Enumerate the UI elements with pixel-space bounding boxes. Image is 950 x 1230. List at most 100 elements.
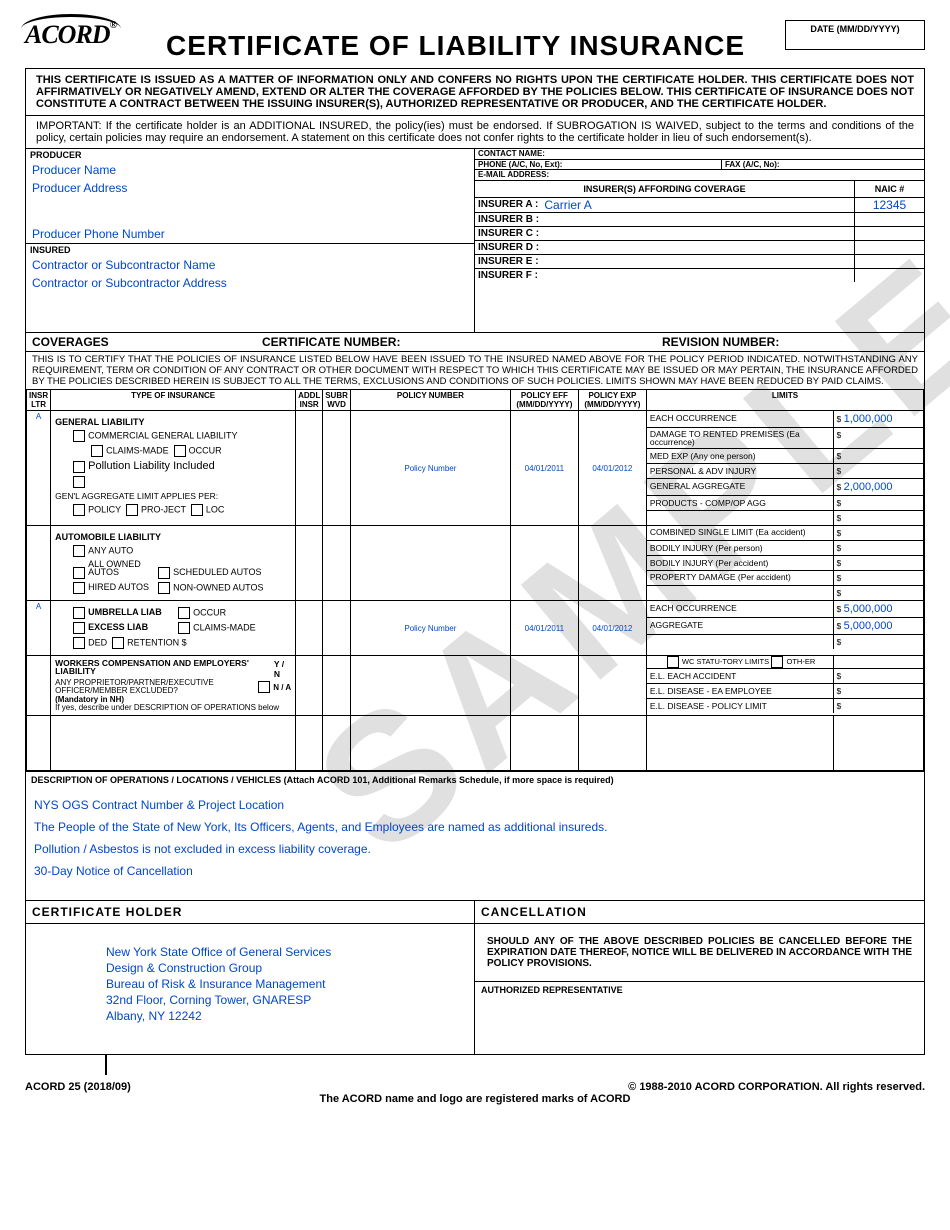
authorized-rep-label: AUTHORIZED REPRESENTATIVE — [475, 982, 924, 998]
checkbox[interactable] — [73, 582, 85, 594]
checkbox[interactable] — [73, 504, 85, 516]
wc-statu: WC STATU-TORY LIMITS — [682, 658, 769, 666]
checkbox[interactable] — [158, 567, 170, 579]
auto-sched: SCHEDULED AUTOS — [173, 567, 261, 577]
gl-title: GENERAL LIABILITY — [55, 417, 144, 427]
insurer-f-label: INSURER F : — [475, 269, 541, 282]
gl-limit-label-2: MED EXP (Any one person) — [647, 449, 833, 464]
checkbox[interactable] — [771, 656, 783, 668]
desc-line-3: 30-Day Notice of Cancellation — [34, 860, 916, 882]
insurer-a-name: Carrier A — [541, 198, 854, 212]
auto-nonowned: NON-OWNED AUTOS — [173, 582, 263, 592]
gl-project: PRO-JECT — [141, 504, 186, 514]
description-body: NYS OGS Contract Number & Project Locati… — [26, 788, 924, 901]
form-body: THIS CERTIFICATE IS ISSUED AS A MATTER O… — [25, 68, 925, 1055]
checkbox[interactable] — [158, 582, 170, 594]
wc-other: OTH-ER — [786, 658, 815, 666]
disclaimer-text: THIS CERTIFICATE IS ISSUED AS A MATTER O… — [26, 69, 924, 116]
checkbox[interactable] — [73, 607, 85, 619]
cancellation-title: CANCELLATION — [475, 901, 924, 924]
umb-exp: 04/01/2012 — [578, 601, 646, 656]
holder-address: New York State Office of General Service… — [26, 924, 474, 1054]
checkbox[interactable] — [73, 567, 85, 579]
umb-policy-number: Policy Number — [350, 601, 510, 656]
umb-limit-0: EACH OCCURRENCE — [647, 601, 833, 618]
auto-title: AUTOMOBILE LIABILITY — [55, 532, 161, 542]
certificate-holder-title: CERTIFICATE HOLDER — [26, 901, 474, 924]
gl-ltr: A — [27, 411, 51, 526]
holder-line-4: Albany, NY 12242 — [106, 1008, 434, 1024]
checkbox[interactable] — [178, 622, 190, 634]
cancellation-text: SHOULD ANY OF THE ABOVE DESCRIBED POLICI… — [475, 924, 924, 982]
email-label: E-MAIL ADDRESS: — [475, 170, 552, 180]
hdr-eff: POLICY EFF (MM/DD/YYYY) — [510, 390, 578, 411]
checkbox[interactable] — [73, 430, 85, 442]
wc-limit-2: E.L. DISEASE - POLICY LIMIT — [647, 699, 833, 714]
checkbox[interactable] — [191, 504, 203, 516]
gl-agg-label: GEN'L AGGREGATE LIMIT APPLIES PER: — [55, 491, 291, 501]
contact-name-label: CONTACT NAME: — [475, 149, 548, 159]
wc-title: WORKERS COMPENSATION AND EMPLOYERS' LIAB… — [55, 659, 274, 679]
header: ACORD® CERTIFICATE OF LIABILITY INSURANC… — [25, 20, 925, 62]
checkbox[interactable] — [73, 476, 85, 488]
gl-limit-label-1: DAMAGE TO RENTED PREMISES (Ea occurrence… — [647, 428, 833, 449]
checkbox[interactable] — [178, 607, 190, 619]
checkbox[interactable] — [73, 637, 85, 649]
checkbox[interactable] — [174, 445, 186, 457]
checkbox[interactable] — [126, 504, 138, 516]
wc-describe: If yes, describe under DESCRIPTION OF OP… — [55, 704, 291, 712]
hdr-type: TYPE OF INSURANCE — [51, 390, 296, 411]
gl-eff: 04/01/2011 — [510, 411, 578, 526]
certify-text: THIS IS TO CERTIFY THAT THE POLICIES OF … — [26, 352, 924, 389]
checkbox[interactable] — [91, 445, 103, 457]
gl-limit-label-5: PRODUCTS - COMP/OP AGG — [647, 496, 833, 511]
important-notice: IMPORTANT: If the certificate holder is … — [26, 116, 924, 149]
checkbox[interactable] — [73, 545, 85, 557]
umb-claims: CLAIMS-MADE — [193, 622, 256, 632]
producer-label: PRODUCER — [26, 149, 474, 161]
acord-logo: ACORD® — [25, 20, 126, 50]
umb-retention: RETENTION $ — [127, 637, 187, 647]
coverage-table: INSR LTR TYPE OF INSURANCE ADDL INSR SUB… — [26, 389, 924, 771]
gl-claims: CLAIMS-MADE — [106, 445, 169, 455]
holder-line-1: Design & Construction Group — [106, 960, 434, 976]
insurer-e-label: INSURER E : — [475, 255, 542, 268]
certificate-number-label: CERTIFICATE NUMBER: — [262, 335, 662, 349]
checkbox[interactable] — [667, 656, 679, 668]
umb-amt-1: 5,000,000 — [844, 620, 893, 632]
desc-line-1: The People of the State of New York, Its… — [34, 816, 916, 838]
holder-line-2: Bureau of Risk & Insurance Management — [106, 976, 434, 992]
naic-label: NAIC # — [854, 181, 924, 197]
checkbox[interactable] — [73, 622, 85, 634]
phone-label: PHONE (A/C, No, Ext): — [475, 160, 722, 169]
auto-limit-3: PROPERTY DAMAGE (Per accident) — [647, 571, 833, 586]
excess-title: EXCESS LIAB — [88, 622, 178, 632]
producer-address: Producer Address — [26, 179, 474, 197]
gl-pollution: Pollution Liability Included — [88, 460, 215, 472]
fax-label: FAX (A/C, No): — [722, 160, 783, 169]
gl-limit-label-0: EACH OCCURRENCE — [647, 411, 833, 428]
description-header: DESCRIPTION OF OPERATIONS / LOCATIONS / … — [26, 771, 924, 788]
insurer-d-label: INSURER D : — [475, 241, 542, 254]
checkbox[interactable] — [112, 637, 124, 649]
checkbox[interactable] — [258, 681, 270, 693]
auto-limit-2: BODILY INJURY (Per accident) — [647, 556, 833, 571]
date-box: DATE (MM/DD/YYYY) — [785, 20, 925, 50]
coverages-title: COVERAGES — [32, 335, 262, 349]
wc-prop: ANY PROPRIETOR/PARTNER/EXECUTIVE OFFICER… — [55, 679, 258, 695]
checkbox[interactable] — [73, 461, 85, 473]
umb-occur: OCCUR — [193, 607, 226, 617]
gl-cgl: COMMERCIAL GENERAL LIABILITY — [88, 430, 237, 440]
insurer-c-label: INSURER C : — [475, 227, 542, 240]
insurer-a-label: INSURER A : — [475, 198, 541, 212]
document-title: CERTIFICATE OF LIABILITY INSURANCE — [126, 20, 785, 62]
hdr-exp: POLICY EXP (MM/DD/YYYY) — [578, 390, 646, 411]
insurers-afford-label: INSURER(S) AFFORDING COVERAGE — [475, 181, 854, 197]
gl-policy: POLICY — [88, 504, 121, 514]
auto-hired: HIRED AUTOS — [88, 582, 158, 592]
hdr-subr: SUBR WVD — [323, 390, 351, 411]
auto-owned: ALL OWNED AUTOS — [88, 560, 158, 576]
form-number: ACORD 25 (2018/09) — [25, 1081, 131, 1093]
insured-name: Contractor or Subcontractor Name — [26, 256, 474, 274]
gl-limit-label-4: GENERAL AGGREGATE — [647, 479, 833, 496]
